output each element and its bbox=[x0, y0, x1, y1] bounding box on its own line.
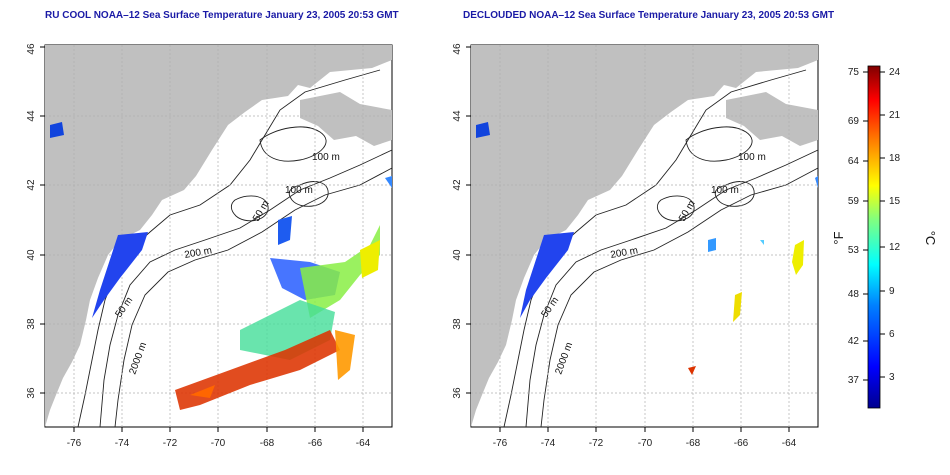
y-tick-label: 46 bbox=[452, 43, 463, 55]
x-tick-label: -64 bbox=[782, 438, 797, 449]
colorbar-c-labels: 24 21 18 15 12 9 6 3 bbox=[889, 67, 901, 383]
right-sst-map: 100 m 100 m 50 m 200 m 50 m 2000 m -76 -… bbox=[452, 43, 819, 449]
y-tick-label: 38 bbox=[26, 318, 37, 330]
y-tick-label: 42 bbox=[26, 179, 37, 191]
celsius-unit-label: °C bbox=[923, 231, 938, 246]
colorbar-c-tick: 6 bbox=[889, 329, 895, 340]
y-tick-label: 46 bbox=[26, 43, 37, 55]
y-tick-label: 36 bbox=[452, 387, 463, 399]
x-tick-label: -64 bbox=[356, 438, 371, 449]
x-tick-label: -68 bbox=[686, 438, 701, 449]
sst-pixels bbox=[50, 122, 392, 410]
y-tick-label: 36 bbox=[26, 387, 37, 399]
x-tick-label: -70 bbox=[638, 438, 653, 449]
colorbar-c-tick: 24 bbox=[889, 67, 901, 78]
contour-label: 200 m bbox=[610, 245, 639, 261]
y-tick-label: 44 bbox=[26, 110, 37, 122]
x-tick-label: -70 bbox=[211, 438, 226, 449]
colorbar-f-tick: 37 bbox=[848, 375, 860, 386]
colorbar-f-tick: 42 bbox=[848, 336, 860, 347]
x-tick-label: -74 bbox=[115, 438, 130, 449]
fahrenheit-unit-label: °F bbox=[831, 231, 846, 244]
colorbar-f-tick: 53 bbox=[848, 245, 860, 256]
colorbar-gradient bbox=[867, 65, 881, 409]
land-area bbox=[471, 45, 818, 427]
left-map-title: RU COOL NOAA–12 Sea Surface Temperature … bbox=[45, 10, 399, 21]
colorbar-ticks bbox=[863, 71, 885, 381]
y-tick-label: 42 bbox=[452, 179, 463, 191]
temperature-colorbar: 75 69 64 59 53 48 42 37 24 21 18 15 12 9… bbox=[831, 65, 938, 409]
colorbar-f-tick: 59 bbox=[848, 196, 860, 207]
colorbar-f-labels: 75 69 64 59 53 48 42 37 bbox=[848, 67, 860, 386]
x-tick-label: -74 bbox=[541, 438, 556, 449]
sst-pixels bbox=[476, 122, 818, 375]
x-tick-label: -76 bbox=[67, 438, 82, 449]
colorbar-c-tick: 18 bbox=[889, 153, 901, 164]
colorbar-f-tick: 64 bbox=[848, 156, 860, 167]
y-axis-labels: 36 38 40 42 44 46 bbox=[452, 43, 463, 399]
axis-ticks bbox=[466, 46, 790, 432]
colorbar-c-tick: 12 bbox=[889, 242, 901, 253]
y-axis-labels: 36 38 40 42 44 46 bbox=[26, 43, 37, 399]
y-tick-label: 44 bbox=[452, 110, 463, 122]
axis-ticks bbox=[40, 46, 364, 432]
y-tick-label: 40 bbox=[26, 249, 37, 261]
land-area bbox=[45, 45, 392, 427]
y-tick-label: 38 bbox=[452, 318, 463, 330]
x-axis-labels: -76 -74 -72 -70 -68 -66 -64 bbox=[67, 438, 371, 449]
x-tick-label: -68 bbox=[260, 438, 275, 449]
x-tick-label: -72 bbox=[163, 438, 178, 449]
colorbar-f-tick: 69 bbox=[848, 116, 860, 127]
colorbar-c-tick: 15 bbox=[889, 196, 901, 207]
colorbar-c-tick: 21 bbox=[889, 110, 901, 121]
x-tick-label: -72 bbox=[589, 438, 604, 449]
graticule bbox=[471, 45, 818, 427]
contour-label: 100 m bbox=[285, 185, 313, 196]
x-tick-label: -76 bbox=[493, 438, 508, 449]
x-axis-labels: -76 -74 -72 -70 -68 -66 -64 bbox=[493, 438, 797, 449]
left-sst-map: 100 m 100 m 50 m 200 m 50 m 2000 m -76 -… bbox=[26, 43, 393, 449]
contour-label: 100 m bbox=[711, 185, 739, 196]
x-tick-label: -66 bbox=[734, 438, 749, 449]
colorbar-c-tick: 3 bbox=[889, 372, 895, 383]
colorbar-c-tick: 9 bbox=[889, 286, 895, 297]
y-tick-label: 40 bbox=[452, 249, 463, 261]
right-map-title: DECLOUDED NOAA–12 Sea Surface Temperatur… bbox=[463, 10, 835, 21]
x-tick-label: -66 bbox=[308, 438, 323, 449]
contour-label: 200 m bbox=[184, 245, 213, 261]
colorbar-f-tick: 48 bbox=[848, 289, 860, 300]
contour-label: 100 m bbox=[738, 152, 766, 163]
colorbar-f-tick: 75 bbox=[848, 67, 860, 78]
contour-label: 100 m bbox=[312, 152, 340, 163]
